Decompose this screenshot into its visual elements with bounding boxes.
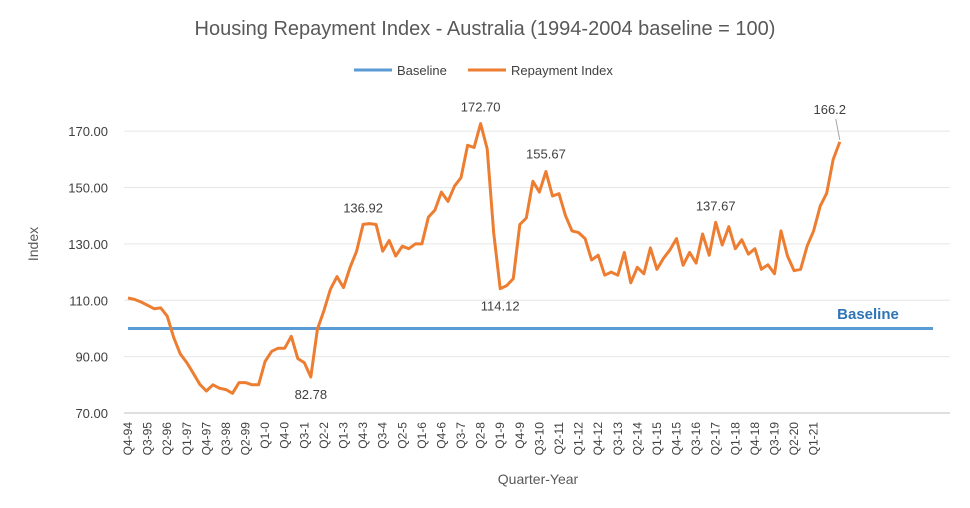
x-tick-label: Q4-97 bbox=[199, 422, 213, 456]
x-tick-label: Q2-14 bbox=[630, 422, 644, 456]
data-label: 136.92 bbox=[343, 200, 383, 215]
x-tick-label: Q3-98 bbox=[219, 422, 233, 456]
x-axis-title: Quarter-Year bbox=[498, 471, 579, 487]
data-label: 114.12 bbox=[481, 299, 520, 314]
x-tick-label: Q2-96 bbox=[160, 422, 174, 456]
data-labels: 82.78 136.92 172.70 114.12 155.67 137.67 166.2 bbox=[295, 100, 846, 402]
data-label: 172.70 bbox=[461, 100, 501, 115]
y-axis-title: Index bbox=[25, 227, 41, 261]
x-tick-label: Q1-6 bbox=[415, 422, 429, 449]
data-label-leader-line bbox=[835, 118, 841, 140]
data-label: 137.67 bbox=[696, 198, 736, 213]
x-tick-label: Q2-17 bbox=[709, 422, 723, 456]
x-tick-label: Q3-95 bbox=[141, 422, 155, 456]
x-tick-label: Q4-15 bbox=[670, 422, 684, 456]
x-tick-label: Q3-13 bbox=[611, 422, 625, 456]
x-axis-ticks: Q4-94 Q3-95 Q2-96 Q1-97 Q4-97 Q3-98 Q2-99 Q1-0 Q… bbox=[121, 422, 821, 456]
x-tick-label: Q3-19 bbox=[767, 422, 781, 456]
x-tick-label: Q1-97 bbox=[180, 422, 194, 456]
y-axis-ticks: 70.00 90.00 110.00 130.00 150.00 170.00 bbox=[68, 124, 108, 421]
x-tick-label: Q4-9 bbox=[513, 422, 527, 449]
data-label: 166.2 bbox=[813, 102, 846, 117]
x-tick-label: Q2-99 bbox=[239, 422, 253, 456]
x-tick-label: Q4-94 bbox=[121, 422, 135, 456]
x-tick-label: Q2-2 bbox=[317, 422, 331, 449]
x-tick-label: Q1-0 bbox=[258, 422, 272, 449]
data-label: 82.78 bbox=[295, 387, 328, 402]
legend-item-baseline: Baseline bbox=[354, 63, 447, 78]
x-tick-label: Q4-3 bbox=[356, 422, 370, 449]
y-tick-label: 150.00 bbox=[68, 181, 108, 196]
chart-title: Housing Repayment Index - Australia (199… bbox=[195, 18, 776, 40]
y-tick-label: 90.00 bbox=[75, 350, 108, 365]
x-tick-label: Q3-7 bbox=[454, 422, 468, 449]
legend-label-baseline: Baseline bbox=[397, 63, 447, 78]
x-tick-label: Q1-18 bbox=[728, 422, 742, 456]
x-tick-label: Q3-16 bbox=[689, 422, 703, 456]
legend-label-repayment-index: Repayment Index bbox=[511, 63, 613, 78]
y-tick-label: 170.00 bbox=[68, 124, 108, 139]
x-tick-label: Q3-1 bbox=[297, 422, 311, 449]
series-line-repayment-index bbox=[127, 122, 842, 395]
x-tick-label: Q2-11 bbox=[552, 422, 566, 455]
gridlines bbox=[124, 130, 950, 358]
x-tick-label: Q2-8 bbox=[474, 422, 488, 449]
x-tick-label: Q1-3 bbox=[336, 422, 350, 449]
x-tick-label: Q1-9 bbox=[493, 422, 507, 449]
x-tick-label: Q4-12 bbox=[591, 422, 605, 456]
x-tick-label: Q4-18 bbox=[748, 422, 762, 456]
x-tick-label: Q2-20 bbox=[787, 422, 801, 456]
y-tick-label: 130.00 bbox=[68, 237, 108, 252]
x-tick-label: Q3-10 bbox=[532, 422, 546, 456]
legend: Baseline Repayment Index bbox=[354, 63, 613, 78]
legend-item-repayment-index: Repayment Index bbox=[468, 63, 613, 78]
data-label: 155.67 bbox=[526, 147, 566, 162]
x-tick-label: Q1-12 bbox=[572, 422, 586, 456]
baseline-label: Baseline bbox=[837, 306, 899, 323]
x-tick-label: Q4-6 bbox=[434, 422, 448, 449]
x-tick-label: Q4-0 bbox=[278, 422, 292, 449]
y-tick-label: 110.00 bbox=[69, 293, 108, 308]
y-tick-label: 70.00 bbox=[75, 406, 108, 421]
x-tick-label: Q1-21 bbox=[807, 422, 821, 456]
x-tick-label: Q3-4 bbox=[376, 422, 390, 449]
x-tick-label: Q1-15 bbox=[650, 422, 664, 456]
x-tick-label: Q2-5 bbox=[395, 422, 409, 449]
